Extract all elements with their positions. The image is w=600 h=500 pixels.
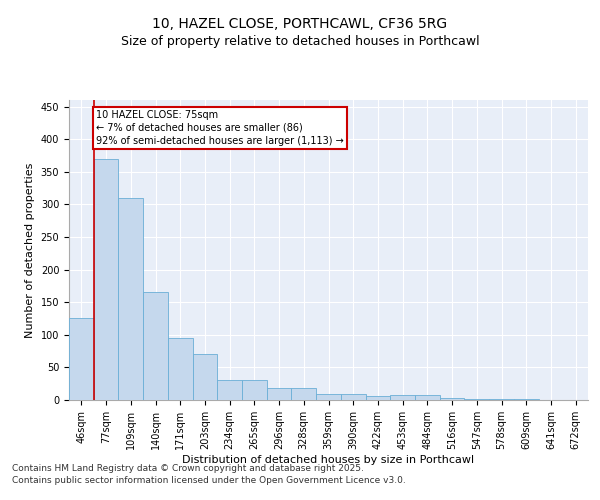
- Bar: [118, 198, 143, 400]
- Bar: [193, 354, 217, 400]
- Bar: [316, 394, 341, 400]
- Bar: [341, 394, 365, 400]
- Bar: [69, 318, 94, 400]
- Bar: [242, 380, 267, 400]
- Bar: [365, 396, 390, 400]
- Text: 10 HAZEL CLOSE: 75sqm
← 7% of detached houses are smaller (86)
92% of semi-detac: 10 HAZEL CLOSE: 75sqm ← 7% of detached h…: [96, 110, 344, 146]
- Bar: [94, 158, 118, 400]
- Bar: [390, 396, 415, 400]
- Text: Size of property relative to detached houses in Porthcawl: Size of property relative to detached ho…: [121, 35, 479, 48]
- Bar: [440, 398, 464, 400]
- Y-axis label: Number of detached properties: Number of detached properties: [25, 162, 35, 338]
- Bar: [143, 292, 168, 400]
- Bar: [415, 395, 440, 400]
- Bar: [267, 388, 292, 400]
- Text: Contains HM Land Registry data © Crown copyright and database right 2025.
Contai: Contains HM Land Registry data © Crown c…: [12, 464, 406, 485]
- Bar: [168, 338, 193, 400]
- X-axis label: Distribution of detached houses by size in Porthcawl: Distribution of detached houses by size …: [182, 454, 475, 464]
- Bar: [217, 380, 242, 400]
- Text: 10, HAZEL CLOSE, PORTHCAWL, CF36 5RG: 10, HAZEL CLOSE, PORTHCAWL, CF36 5RG: [152, 18, 448, 32]
- Bar: [292, 388, 316, 400]
